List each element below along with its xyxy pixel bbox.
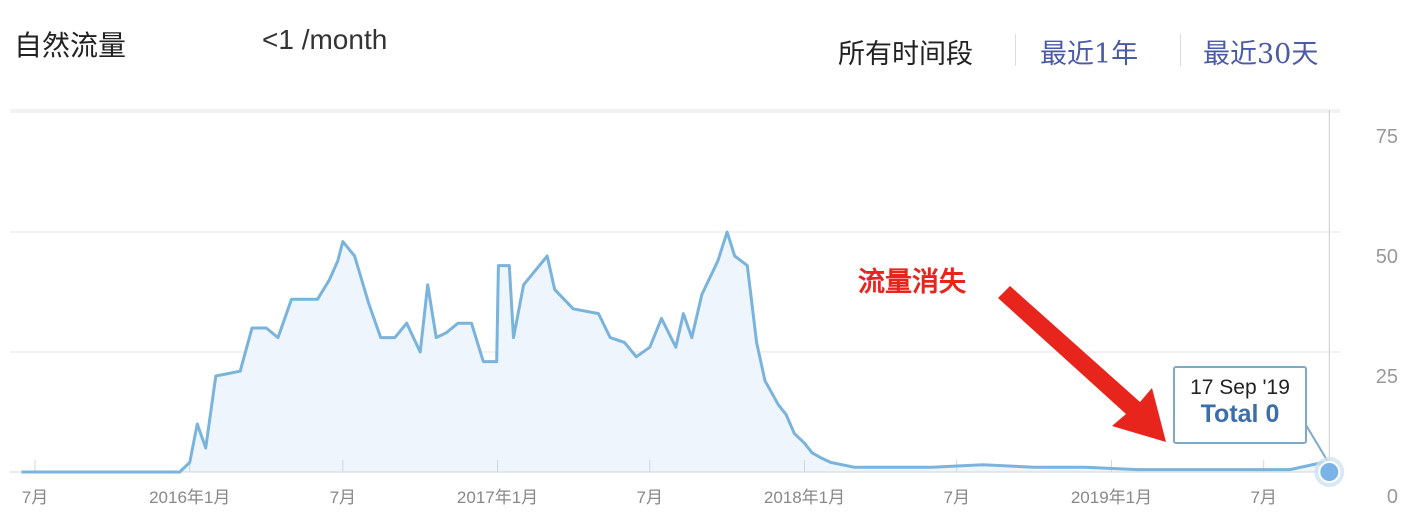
y-tick-label: 50 xyxy=(1376,246,1398,268)
series-line xyxy=(21,230,1331,474)
x-tick-label: 7月 xyxy=(637,488,663,507)
y-tick-label: 25 xyxy=(1376,366,1398,388)
range-all-time[interactable]: 所有时间段 xyxy=(838,39,973,70)
tooltip-pointer xyxy=(1302,419,1331,465)
tooltip-total: Total 0 xyxy=(1200,400,1280,428)
x-tick-label: 2016年1月 xyxy=(149,488,230,507)
x-tick-label: 7月 xyxy=(330,488,356,507)
annotation-text: 流量消失 xyxy=(858,267,966,297)
y-tick-label: 75 xyxy=(1376,126,1398,148)
x-tick-label: 2019年1月 xyxy=(1071,488,1152,507)
x-tick-label: 2017年1月 xyxy=(457,488,538,507)
x-tick-label: 7月 xyxy=(1250,488,1276,507)
x-tick-label: 7月 xyxy=(22,488,48,507)
range-last-30-days[interactable]: 最近30天 xyxy=(1203,39,1319,70)
divider xyxy=(1180,34,1181,66)
traffic-value: <1 /month xyxy=(262,24,388,55)
x-tick-label: 7月 xyxy=(944,488,970,507)
tooltip-date: 17 Sep '19 xyxy=(1190,376,1290,399)
y-tick-label: 0 xyxy=(1387,486,1398,508)
annotation-arrow xyxy=(998,286,1166,442)
area-fill xyxy=(21,232,1330,472)
chart-title: 自然流量 xyxy=(14,30,127,61)
range-last-year[interactable]: 最近1年 xyxy=(1040,39,1139,70)
tooltip: 17 Sep '19 Total 0 xyxy=(1173,366,1307,444)
data-point-marker xyxy=(1318,461,1341,483)
x-tick-label: 2018年1月 xyxy=(764,488,845,507)
divider xyxy=(1015,34,1016,66)
